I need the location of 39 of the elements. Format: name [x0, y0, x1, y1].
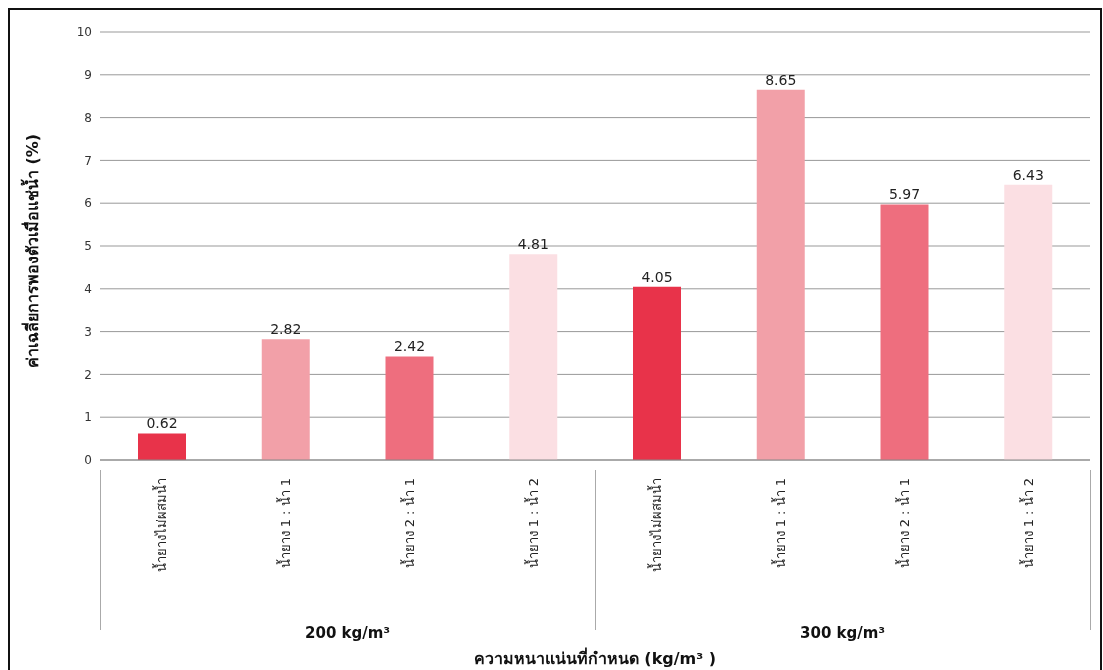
- bar: [138, 433, 186, 460]
- y-tick-label: 1: [84, 410, 92, 425]
- y-tick-label: 10: [76, 25, 92, 40]
- y-tick-label: 8: [84, 110, 92, 125]
- text: 200 kg/m³: [304, 624, 391, 642]
- x-tick-label: น้ำยาง 2 : น้ำ 1: [894, 478, 912, 569]
- bar: [633, 286, 681, 460]
- text: 300 kg/m³: [799, 624, 886, 642]
- data-label: 2.42: [393, 338, 426, 355]
- x-tick-label: น้ำยางไม่ผสมน้ำ: [152, 478, 170, 572]
- data-label: 2.82: [270, 321, 302, 338]
- bar: [261, 339, 310, 460]
- y-tick-label: 9: [84, 68, 92, 83]
- data-label: 4.81: [517, 236, 549, 253]
- data-label: 6.43: [1012, 166, 1044, 183]
- y-tick-label: 3: [84, 324, 92, 339]
- x-tick-label: น้ำยาง 1 : น้ำ 1: [771, 478, 789, 569]
- y-tick-label: 4: [84, 282, 92, 297]
- y-tick-label: 0: [84, 453, 92, 468]
- data-label: 5.97: [888, 186, 921, 203]
- x-tick-label: น้ำยาง 1 : น้ำ 2: [523, 478, 541, 569]
- data-label: 0.62: [146, 415, 178, 432]
- x-tick-label: น้ำยาง 1 : น้ำ 2: [1018, 478, 1036, 569]
- y-axis-title: ค่าเฉลี่ยการพองตัวเมื่อแช่น้ำ (%): [19, 133, 43, 369]
- bar: [1004, 184, 1053, 460]
- bar: [880, 204, 929, 460]
- x-tick-label: น้ำยาง 1 : น้ำ 1: [276, 478, 294, 569]
- x-axis-title: ความหนาแน่นที่กำหนด (kg/m³ ): [472, 646, 718, 670]
- y-tick-label: 2: [84, 367, 92, 382]
- data-label: 4.05: [641, 268, 673, 285]
- bar: [509, 254, 558, 460]
- x-tick-label: น้ำยางไม่ผสมน้ำ: [647, 478, 665, 572]
- bar: [385, 356, 434, 460]
- y-tick-label: 7: [84, 153, 92, 168]
- y-tick-label: 5: [84, 239, 92, 254]
- y-tick-label: 6: [84, 196, 92, 211]
- data-label: 8.65: [765, 71, 797, 88]
- x-tick-label: น้ำยาง 2 : น้ำ 1: [399, 478, 417, 569]
- bar: [756, 89, 805, 460]
